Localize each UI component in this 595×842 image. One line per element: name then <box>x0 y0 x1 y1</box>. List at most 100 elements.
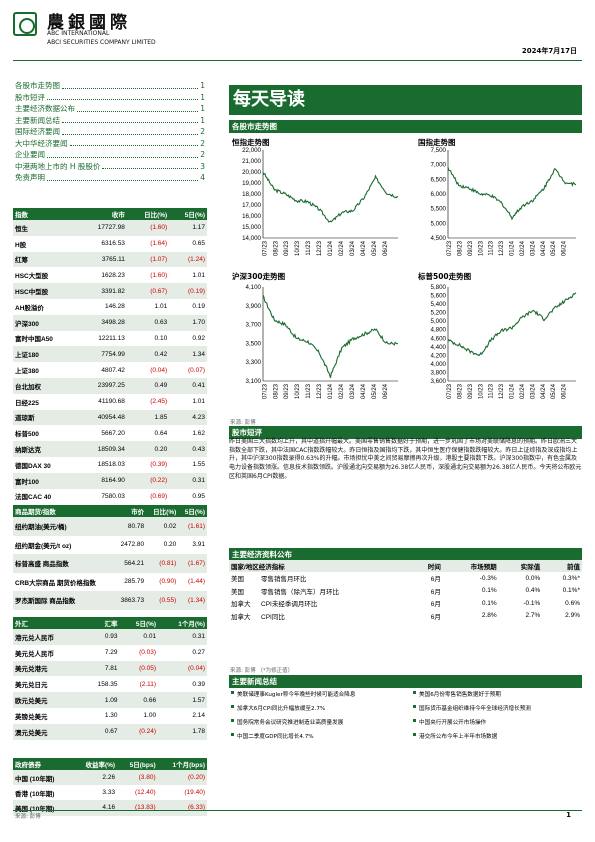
table-cell: 0.41 <box>169 377 207 394</box>
fx-table: 外汇 汇率 5日(%) 1个月(%) 港元兑人民币 0.93 0.01 0.31 美元兑人民币 7… <box>13 617 207 740</box>
toc-item-page: 2 <box>200 127 205 136</box>
table-cell: 3498.28 <box>78 314 127 331</box>
x-tick-label: 12/23 <box>317 383 323 399</box>
toc-item-title: 主要新闻总结 <box>15 115 60 125</box>
toc-item-title: 国际经济要闻 <box>15 127 60 136</box>
table-cell: 台北加权 <box>13 377 79 394</box>
toc-item[interactable]: 股市短评 1 <box>15 92 205 104</box>
table-header-row: 政府债券 收益率(%) 5日(bps) 1个月(bps) <box>13 758 207 770</box>
toc-item-page: 1 <box>200 104 205 113</box>
table-cell: 1.00 <box>143 712 157 720</box>
table-header-row: 外汇 汇率 5日(%) 1个月(%) <box>13 617 207 629</box>
series-line <box>262 172 399 223</box>
table-header-cell: 5日(%) <box>169 208 207 220</box>
table-cell: 1.85 <box>126 409 170 426</box>
table-row: CRB大宗商品 期货价格指数 285.79 (0.90) (1.44) <box>13 573 207 592</box>
toc-item[interactable]: 国际经济要闻 2 <box>15 126 205 138</box>
y-tick-label: 22,000 <box>242 147 261 154</box>
table-cell: (12.40) <box>135 789 156 797</box>
y-tick-label: 4,600 <box>431 335 447 342</box>
toc-item[interactable]: 大中华经济要闻 2 <box>15 138 205 150</box>
table-cell: (1.61) <box>178 517 207 536</box>
table-cell: 1.01 <box>192 398 205 406</box>
toc-item[interactable]: 各股市走势图 1 <box>15 80 205 92</box>
table-cell: 17727.98 <box>78 220 127 236</box>
toc-dots <box>47 92 199 100</box>
toc-dots <box>62 80 199 89</box>
toc-item[interactable]: 企业要闻 2 <box>15 149 205 161</box>
table-cell: 3765.11 <box>78 251 127 268</box>
table-row: 美国 (10年期) 4.16 (13.83) (6.33) <box>13 800 207 816</box>
table-cell: 0.20 <box>163 541 177 549</box>
table-cell: 标普500 <box>15 431 39 439</box>
x-tick-label: 11/23 <box>306 383 312 398</box>
x-tick-label: 12/23 <box>317 240 323 256</box>
table-cell: (0.07) <box>188 366 205 374</box>
table-cell: 7754.99 <box>78 346 127 363</box>
x-tick-label: 06/24 <box>383 383 389 399</box>
toc-item[interactable]: 主要新闻总结 1 <box>15 115 205 127</box>
table-cell: 0.64 <box>154 429 168 437</box>
y-tick-label: 4,000 <box>431 361 447 368</box>
econ-cell: 美国 <box>231 576 244 584</box>
table-header-cell: 日比(%) <box>126 208 170 220</box>
table-cell: 1.62 <box>192 429 205 437</box>
table-cell: (1.07) <box>126 251 170 268</box>
table-cell: 18509.34 <box>78 441 127 457</box>
series-line <box>447 167 577 221</box>
table-header-cell: 日比(%) <box>146 505 179 517</box>
y-tick-label: 18,000 <box>242 191 261 198</box>
x-tick-label: 06/24 <box>562 383 568 399</box>
table-cell: 0.95 <box>192 492 205 500</box>
table-cell: 罗杰斯国际 商品指数 <box>13 591 114 610</box>
y-tick-label: 7,000 <box>431 162 447 169</box>
table-row: 台北加权 23997.25 0.49 0.41 <box>13 377 207 394</box>
toc-item[interactable]: 免责声明 4 <box>15 172 205 184</box>
table-cell: 纽约期油(美元/桶) <box>13 517 114 536</box>
table-header-cell: 政府债券 <box>13 758 72 770</box>
bond-table: 政府债券 收益率(%) 5日(bps) 1个月(bps) 中国 (10年期) 2.26 (3… <box>13 758 207 816</box>
table-cell: (1.60) <box>150 271 168 279</box>
toc-item[interactable]: 主要经济数据公布 1 <box>15 103 205 115</box>
x-tick-label: 06/24 <box>562 240 568 256</box>
econ-cell: 0.1%* <box>562 587 580 595</box>
table-row: 沪深300 3498.28 0.63 1.70 <box>13 314 207 331</box>
table-cell: 欧元兑美元 <box>13 692 82 708</box>
table-row: 富时中国A50 12211.13 0.10 0.92 <box>13 331 207 347</box>
table-cell: 日经225 <box>15 399 39 407</box>
table-cell: 1.78 <box>158 723 207 740</box>
econ-section-header: 主要经济资料公布 <box>229 548 582 561</box>
econ-cell: 6月 <box>430 613 441 621</box>
chart-hsi-title: 恒指走势图 <box>232 138 270 147</box>
table-cell: (0.19) <box>169 283 207 299</box>
toc-dots <box>62 126 199 135</box>
table-cell: 沪深300 <box>13 314 79 331</box>
table-row: 澳元兑美元 0.67 (0.24) 1.78 <box>13 723 207 740</box>
table-cell: 0.42 <box>126 346 170 363</box>
table-cell: 40954.48 <box>78 409 127 426</box>
econ-cell: 0.6% <box>565 599 580 607</box>
news-item: 国际货币基金组织维持今年全球经济增长预测 <box>413 704 531 712</box>
table-cell: 美元兑人民币 <box>15 650 54 658</box>
toc-dots <box>62 115 199 123</box>
y-tick-label: 5,200 <box>431 310 447 317</box>
chart-hscei-title: 国指走势图 <box>418 138 456 147</box>
table-cell: 1.34 <box>169 346 207 363</box>
table-cell: 1.17 <box>169 220 207 236</box>
table-header-cell: 1个月(bps) <box>157 758 207 770</box>
x-tick-label: 06/24 <box>383 240 389 256</box>
market-comment: 昨日美国三大指数均上升，其中道指升幅最大。美国零售销售数据好于预期，进一步巩固了… <box>229 438 582 480</box>
econ-cell: 美国 <box>231 588 244 596</box>
table-header-cell: 1个月(%) <box>158 617 207 629</box>
toc-dots <box>69 138 199 146</box>
toc-item-page: 4 <box>200 173 205 182</box>
table-cell: 1628.23 <box>101 271 125 279</box>
y-tick-label: 4,200 <box>431 352 447 359</box>
chart-source: 来源: 彭博 <box>230 420 256 426</box>
table-cell: 5667.20 <box>101 429 125 437</box>
table-cell: 4807.42 <box>101 366 125 374</box>
table-cell: (0.90) <box>159 578 177 586</box>
x-tick-label: 02/24 <box>339 240 345 256</box>
toc-item[interactable]: 中港两地上市的 H 股股价 3 <box>15 161 205 173</box>
table-row: 纽约期金(美元/t oz) 2472.80 0.20 3.91 <box>13 536 207 555</box>
